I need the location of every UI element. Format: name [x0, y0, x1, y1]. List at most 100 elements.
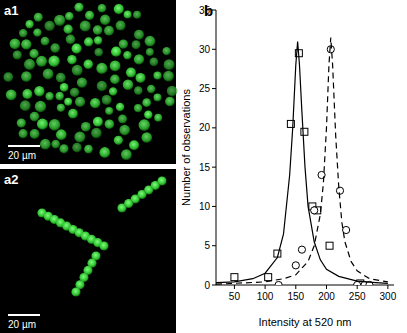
cell	[22, 89, 32, 99]
cell	[105, 119, 115, 129]
cell	[114, 136, 123, 145]
cell	[157, 176, 166, 185]
scale-bar	[8, 145, 40, 147]
data-point	[298, 246, 305, 253]
cell	[114, 4, 124, 14]
cell	[67, 55, 77, 65]
cell	[19, 29, 27, 37]
scale-bar-label: 20 µm	[8, 319, 36, 330]
panel-label: a2	[4, 172, 18, 187]
cell	[45, 92, 53, 100]
cell	[110, 75, 120, 85]
cell	[123, 51, 131, 59]
x-tick-label: 300	[380, 291, 397, 302]
cell	[102, 95, 112, 105]
cell	[119, 39, 128, 48]
cell	[163, 71, 174, 82]
y-tick	[212, 245, 216, 246]
cell	[40, 139, 51, 150]
y-tick-label: 35	[199, 5, 211, 16]
cell	[110, 61, 121, 72]
cell	[133, 11, 141, 19]
scale-bar	[8, 314, 40, 316]
panel-label: a1	[4, 3, 18, 18]
cell	[37, 119, 48, 130]
x-tick	[234, 285, 235, 289]
x-tick-label: 100	[257, 291, 274, 302]
y-tick-label: 15	[199, 162, 211, 173]
cell	[25, 20, 33, 28]
data-point	[265, 274, 272, 281]
cell	[64, 98, 72, 106]
cell	[139, 119, 151, 131]
micrograph-background	[0, 169, 176, 333]
x-tick-label: 150	[287, 291, 304, 302]
data-point	[292, 262, 299, 269]
cell	[145, 36, 156, 47]
cell	[59, 144, 68, 153]
cell	[146, 48, 154, 56]
cell	[104, 26, 114, 36]
cell	[56, 73, 66, 83]
micrograph-background	[0, 0, 176, 164]
cell	[41, 37, 50, 46]
cell	[77, 77, 87, 87]
cell	[60, 83, 69, 92]
data-point	[275, 281, 282, 285]
x-tick-label: 200	[318, 291, 335, 302]
cell	[30, 129, 40, 139]
cell	[29, 49, 38, 58]
y-tick-label: 25	[199, 83, 211, 94]
cell	[165, 97, 175, 107]
cell	[33, 28, 41, 36]
cell	[154, 114, 162, 122]
cell	[94, 48, 103, 57]
fit-line	[216, 41, 388, 283]
cell	[164, 59, 175, 70]
y-tick	[212, 206, 216, 207]
cell	[136, 73, 146, 83]
x-tick	[387, 285, 388, 289]
cell	[17, 119, 26, 128]
cell	[93, 25, 103, 35]
cell	[81, 122, 91, 132]
cell	[34, 86, 44, 96]
x-tick	[265, 285, 266, 289]
cell	[129, 140, 139, 150]
cell	[154, 93, 162, 101]
x-tick-label: 50	[229, 291, 241, 302]
cell	[97, 81, 107, 91]
cell	[74, 132, 85, 143]
y-tick-label: 20	[199, 122, 211, 133]
cell	[121, 149, 132, 160]
cell	[84, 145, 93, 154]
cell	[134, 30, 144, 40]
cell	[35, 101, 46, 112]
cell	[134, 86, 143, 95]
y-tick	[212, 127, 216, 128]
data-point	[327, 46, 334, 53]
cell	[116, 103, 125, 112]
cell	[24, 59, 35, 70]
cell	[116, 21, 126, 31]
cell	[144, 111, 152, 119]
data-point	[336, 187, 343, 194]
cell	[142, 132, 153, 143]
cell	[70, 88, 79, 97]
y-tick	[212, 285, 216, 286]
y-tick-label: 10	[199, 201, 211, 212]
cell	[124, 11, 132, 19]
cell	[119, 125, 130, 136]
cell	[71, 287, 80, 296]
cell	[96, 63, 107, 74]
cell	[34, 13, 43, 22]
cell	[72, 143, 82, 153]
cell	[132, 40, 141, 49]
cell	[56, 129, 67, 140]
panel-a1	[0, 0, 177, 164]
plot-area	[216, 38, 388, 286]
cell	[72, 44, 82, 54]
cell	[153, 72, 161, 80]
cell	[109, 87, 117, 95]
cell	[90, 98, 100, 108]
